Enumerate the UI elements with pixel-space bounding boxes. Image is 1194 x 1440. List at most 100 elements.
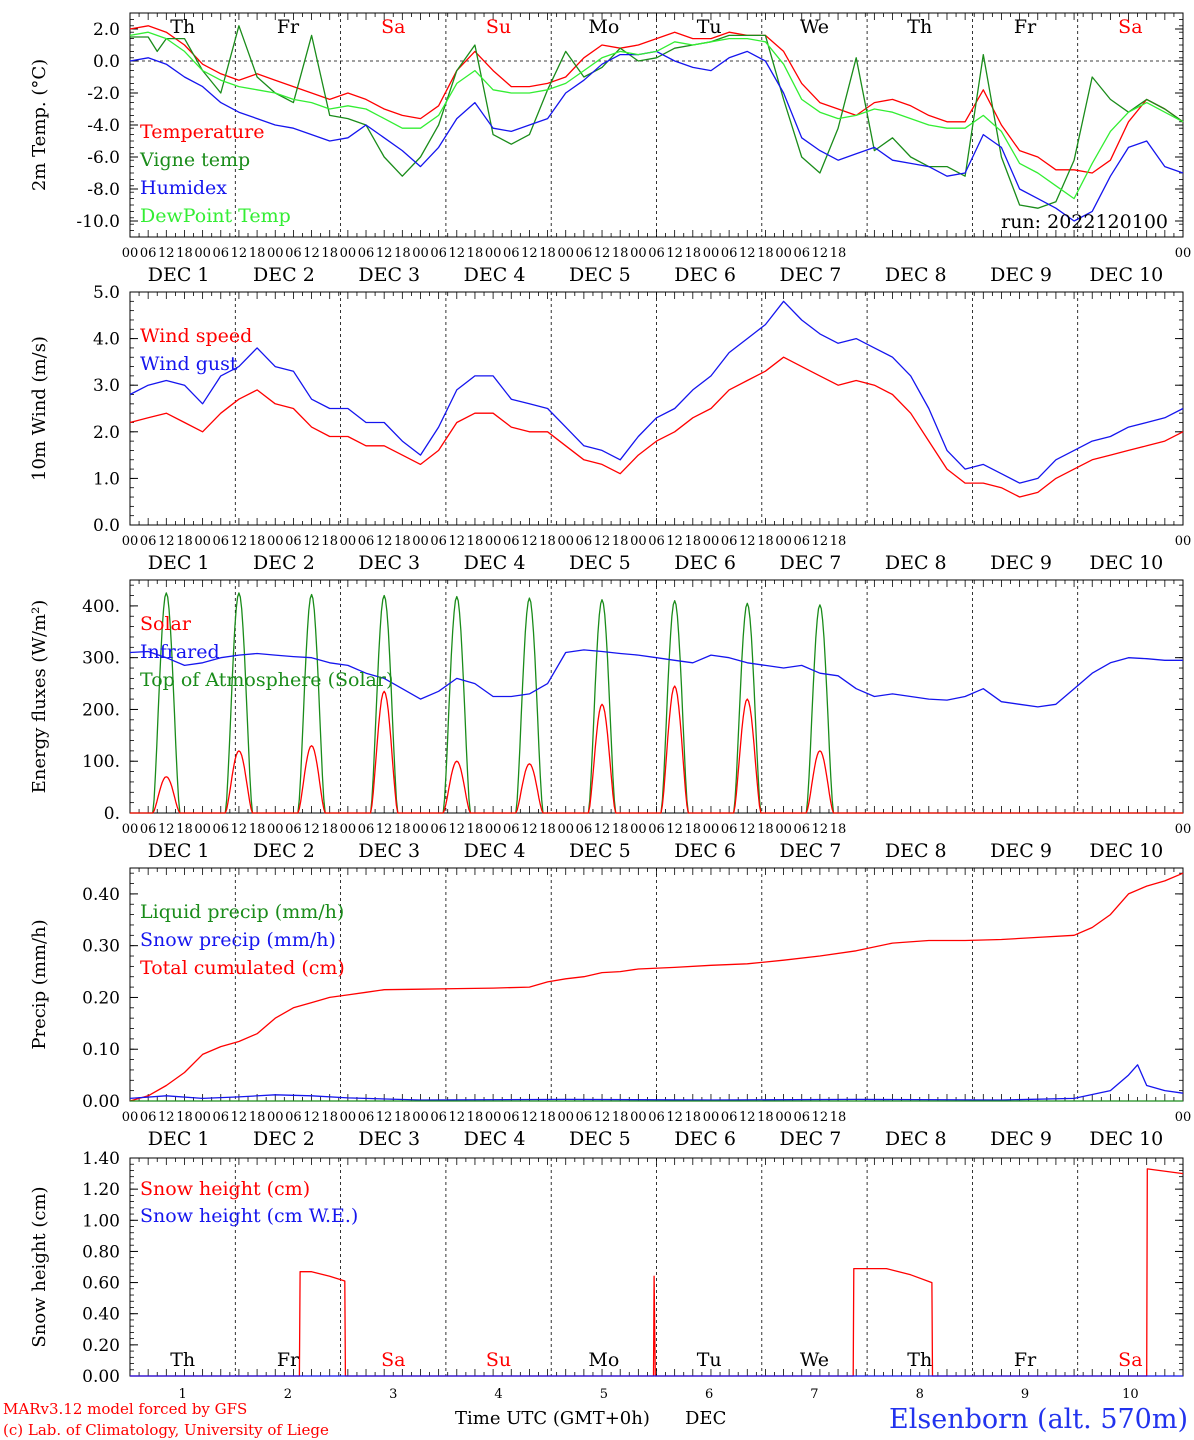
hour-tick-label: 12 xyxy=(521,822,538,837)
hour-tick-label: 00 xyxy=(775,246,792,261)
hour-tick-label: 12 xyxy=(812,246,829,261)
hour-tick-label: 06 xyxy=(285,246,302,261)
hour-tick-label: 18 xyxy=(757,822,774,837)
y-axis-title: 2m Temp. (°C) xyxy=(29,59,50,191)
y-tick-label: 0.0 xyxy=(93,516,120,536)
y-tick-label: 2.0 xyxy=(93,20,120,40)
hour-tick-label: 12 xyxy=(303,534,320,549)
hour-tick-label: 18 xyxy=(685,246,702,261)
date-label: DEC 7 xyxy=(780,1128,842,1150)
hour-tick-label: 00 xyxy=(630,246,647,261)
hour-tick-label: 06 xyxy=(140,246,157,261)
date-label: DEC 10 xyxy=(1089,264,1163,286)
legend-entry: Humidex xyxy=(140,177,227,199)
hour-tick-label: 00 xyxy=(122,246,139,261)
date-label: DEC 4 xyxy=(464,552,526,574)
hour-tick-label: 18 xyxy=(612,534,629,549)
hour-tick-label: 18 xyxy=(467,534,484,549)
day-number-label: 7 xyxy=(810,1387,818,1402)
hour-tick-label: 06 xyxy=(576,246,593,261)
y-tick-label: 0.40 xyxy=(82,1305,120,1325)
date-label: DEC 5 xyxy=(569,264,631,286)
hour-tick-label: 00 xyxy=(703,822,720,837)
date-label: DEC 2 xyxy=(253,552,315,574)
hour-tick-label: 12 xyxy=(231,822,248,837)
hour-tick-label: 06 xyxy=(285,822,302,837)
hour-tick-label: 06 xyxy=(358,246,375,261)
day-name-label: Fr xyxy=(277,16,300,38)
hour-tick-label: 18 xyxy=(685,822,702,837)
hour-tick-label: 06 xyxy=(140,822,157,837)
hour-tick-label: 18 xyxy=(321,822,338,837)
hour-tick-label: 18 xyxy=(830,1110,847,1125)
hour-tick-label: 12 xyxy=(231,534,248,549)
hour-tick-label: 00 xyxy=(412,534,429,549)
date-label: DEC 7 xyxy=(780,264,842,286)
hour-tick-label: 12 xyxy=(376,534,393,549)
y-tick-label: 0.00 xyxy=(82,1367,120,1387)
hour-tick-label: 12 xyxy=(449,822,466,837)
date-label: DEC 3 xyxy=(358,1128,420,1150)
hour-tick-label: 12 xyxy=(739,246,756,261)
hour-tick-label: 12 xyxy=(666,534,683,549)
day-number-label: 9 xyxy=(1021,1387,1029,1402)
hour-tick-label: 00 xyxy=(485,246,502,261)
hour-tick-label: 06 xyxy=(213,246,230,261)
hour-tick-label: 12 xyxy=(303,822,320,837)
hour-tick-label: 12 xyxy=(376,822,393,837)
date-label: DEC 7 xyxy=(780,552,842,574)
hour-tick-label: 00 xyxy=(340,1110,357,1125)
hour-tick-label: 12 xyxy=(812,534,829,549)
hour-tick-label: 12 xyxy=(739,822,756,837)
hour-tick-label: 06 xyxy=(721,1110,738,1125)
hour-tick-label: 06 xyxy=(721,246,738,261)
day-name-label: Su xyxy=(486,1349,511,1371)
date-label: DEC 6 xyxy=(674,552,736,574)
day-name-label: Mo xyxy=(588,16,619,38)
hour-tick-label: 00 xyxy=(122,822,139,837)
legend-entry: Snow height (cm) xyxy=(140,1178,310,1200)
date-label: DEC 2 xyxy=(253,840,315,862)
hour-tick-label: 12 xyxy=(449,246,466,261)
hour-tick-label: 12 xyxy=(812,822,829,837)
y-tick-label: 1.00 xyxy=(82,1211,120,1231)
hour-tick-label: 00 xyxy=(340,534,357,549)
hour-tick-label: 12 xyxy=(449,1110,466,1125)
hour-tick-label: 00 xyxy=(1175,534,1192,549)
hour-tick-label: 06 xyxy=(503,246,520,261)
hour-tick-label: 00 xyxy=(412,246,429,261)
day-name-label: Fr xyxy=(277,1349,300,1371)
y-tick-label: -4.0 xyxy=(87,116,120,136)
hour-tick-label: 18 xyxy=(394,1110,411,1125)
hour-tick-label: 00 xyxy=(630,534,647,549)
y-tick-label: 0.80 xyxy=(82,1242,120,1262)
hour-tick-label: 18 xyxy=(394,534,411,549)
panel-1: -10.0 -8.0 -6.0 -4.0 -2.0 0.0 2.0 2m Temp. (°C)… xyxy=(29,12,1191,286)
hour-tick-label: 06 xyxy=(358,1110,375,1125)
hour-tick-label: 12 xyxy=(158,534,175,549)
hour-tick-label: 18 xyxy=(467,1110,484,1125)
hour-tick-label: 00 xyxy=(775,822,792,837)
date-label: DEC 8 xyxy=(885,264,947,286)
hour-tick-label: 00 xyxy=(194,534,211,549)
date-label: DEC 4 xyxy=(464,1128,526,1150)
legend-entry: Liquid precip (mm/h) xyxy=(140,901,344,923)
hour-tick-label: 12 xyxy=(521,246,538,261)
station-name: Elsenborn (alt. 570m) xyxy=(889,1404,1188,1435)
date-label: DEC 2 xyxy=(253,1128,315,1150)
hour-tick-label: 18 xyxy=(467,822,484,837)
day-name-label: Fr xyxy=(1014,16,1037,38)
hour-tick-label: 00 xyxy=(267,246,284,261)
y-tick-label: 100. xyxy=(82,752,120,772)
date-label: DEC 3 xyxy=(358,840,420,862)
hour-tick-label: 06 xyxy=(430,246,447,261)
day-name-label: Th xyxy=(170,16,195,38)
hour-tick-label: 18 xyxy=(321,534,338,549)
y-tick-label: 1.20 xyxy=(82,1180,120,1200)
hour-tick-label: 18 xyxy=(394,822,411,837)
day-number-label: 6 xyxy=(705,1387,713,1402)
date-label: DEC 8 xyxy=(885,840,947,862)
hour-tick-label: 12 xyxy=(303,1110,320,1125)
hour-tick-label: 00 xyxy=(340,822,357,837)
